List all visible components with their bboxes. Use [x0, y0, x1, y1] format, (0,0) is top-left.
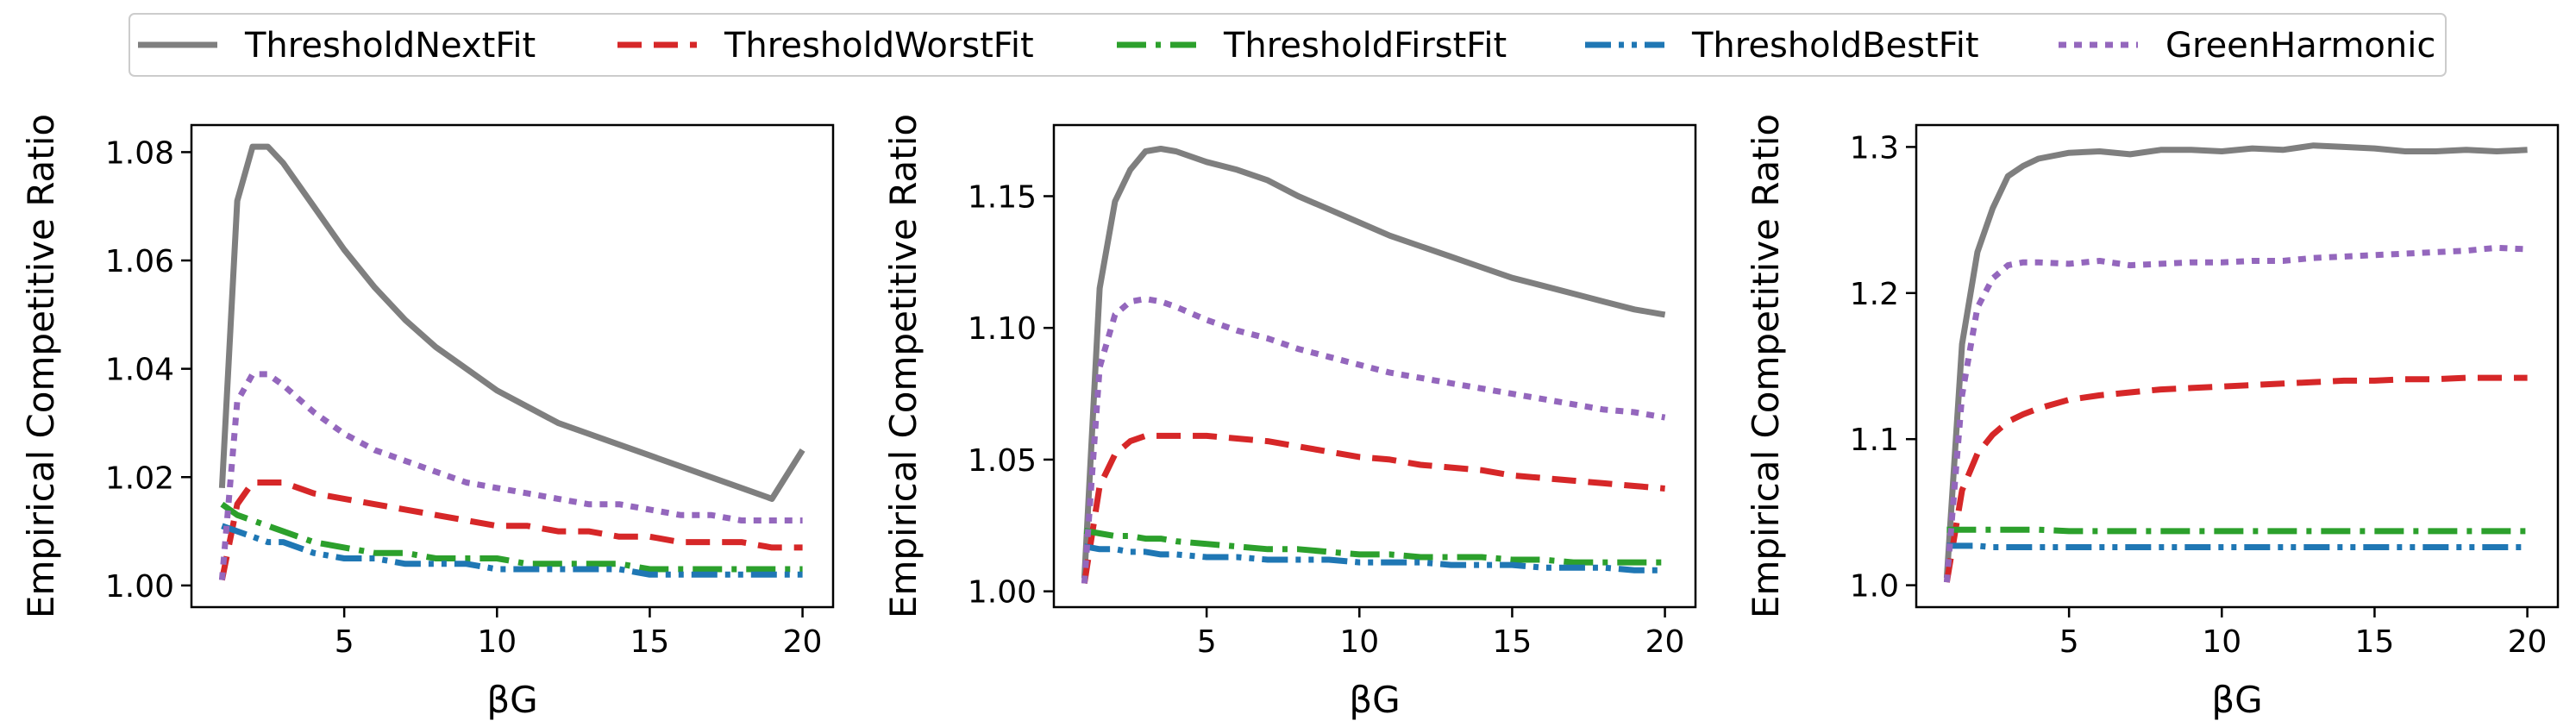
x-tick-label: 20 — [1645, 624, 1685, 660]
legend-label: ThresholdWorstFit — [724, 26, 1034, 66]
legend-entry: ThresholdBestFit — [1585, 26, 1979, 66]
y-tick-label: 1.10 — [968, 311, 1037, 347]
x-tick-label: 20 — [2508, 624, 2548, 660]
x-tick-label: 10 — [1339, 624, 1379, 660]
legend-label: GreenHarmonic — [2165, 26, 2435, 66]
y-axis-label: Empirical Competitive Ratio — [1745, 114, 1787, 618]
x-axis-label: βG — [486, 679, 537, 721]
y-axis-label: Empirical Competitive Ratio — [20, 114, 62, 618]
y-tick-label: 1.05 — [968, 443, 1037, 479]
x-tick-label: 5 — [2059, 624, 2079, 660]
legend-label: ThresholdNextFit — [244, 26, 536, 66]
series-lines — [218, 143, 805, 581]
y-tick-label: 1.08 — [105, 135, 174, 171]
series-line — [1946, 526, 2528, 535]
x-tick-label: 15 — [1493, 624, 1532, 660]
y-tick-label: 1.00 — [105, 569, 174, 605]
series-lines — [1081, 146, 1666, 585]
y-tick-label: 1.06 — [105, 244, 174, 279]
series-line — [218, 143, 805, 502]
legend-frame — [128, 13, 2447, 77]
y-tick-label: 1.1 — [1850, 423, 1899, 458]
legend-entry: ThresholdWorstFit — [617, 26, 1034, 66]
legend-entry: ThresholdNextFit — [138, 26, 536, 66]
plot-frame — [1915, 123, 2560, 609]
x-tick-label: 15 — [630, 624, 670, 660]
series-line — [1943, 374, 2528, 583]
legend-entry: ThresholdFirstFit — [1117, 26, 1507, 66]
plot-frame — [1052, 123, 1697, 609]
x-axis-label: βG — [2211, 679, 2262, 721]
series-line — [1083, 543, 1665, 573]
y-tick-label: 1.0 — [1850, 569, 1899, 605]
chart-panel-1: 5 10 15 20 1.00 1.02 1.04 1.06 1.08 βG Empirical C… — [20, 114, 835, 721]
y-tick-label: 1.04 — [105, 353, 174, 388]
series-line — [1081, 432, 1665, 585]
chart-panel-2: 5 10 15 20 1.00 1.05 1.10 1.15 βG Empirical Compe… — [882, 114, 1697, 721]
x-tick-label: 15 — [2355, 624, 2395, 660]
y-tick-label: 1.3 — [1850, 130, 1899, 166]
legend-label: ThresholdBestFit — [1691, 26, 1979, 66]
legend: ThresholdNextFit ThresholdWorstFit Thresho… — [128, 13, 2447, 77]
series-line — [1081, 146, 1666, 579]
x-axis-label: βG — [1349, 679, 1400, 721]
y-tick-label: 1.15 — [968, 179, 1037, 215]
x-tick-label: 5 — [1197, 624, 1217, 660]
x-tick-label: 5 — [335, 624, 354, 660]
series-line — [221, 523, 803, 578]
legend-label: ThresholdFirstFit — [1223, 26, 1507, 66]
series-line — [1943, 142, 2528, 579]
series-line — [1081, 296, 1666, 584]
series-line — [1943, 244, 2528, 583]
x-tick-label: 20 — [783, 624, 823, 660]
x-tick-label: 10 — [2202, 624, 2241, 660]
plot-frame — [190, 123, 835, 609]
y-tick-label: 1.00 — [968, 575, 1037, 611]
series-line — [220, 501, 803, 573]
series-line — [1083, 527, 1665, 566]
chart-panel-3: 5 10 15 20 1.0 1.1 1.2 1.3 βG Empirical Competiti… — [1745, 114, 2560, 721]
series-line — [218, 479, 803, 581]
x-tick-label: 10 — [477, 624, 517, 660]
series-line — [1946, 542, 2528, 550]
series-lines — [1943, 142, 2528, 583]
legend-entry: GreenHarmonic — [2059, 26, 2435, 66]
series-line — [218, 371, 803, 580]
y-axis-label: Empirical Competitive Ratio — [882, 114, 924, 618]
y-tick-label: 1.2 — [1850, 277, 1899, 312]
y-tick-label: 1.02 — [105, 461, 174, 496]
